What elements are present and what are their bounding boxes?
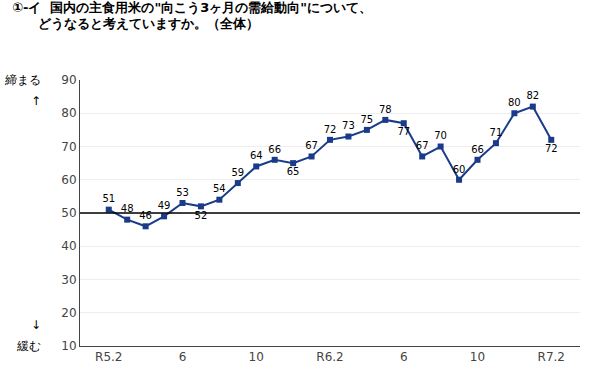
svg-text:65: 65	[287, 166, 300, 177]
svg-text:75: 75	[361, 114, 374, 125]
svg-text:73: 73	[342, 120, 355, 131]
svg-text:52: 52	[195, 210, 208, 221]
svg-text:70: 70	[61, 140, 76, 154]
svg-text:71: 71	[490, 127, 503, 138]
svg-text:60: 60	[453, 164, 466, 175]
svg-text:53: 53	[176, 187, 189, 198]
svg-text:①-イ 国内の主食用米の"向こう3ヶ月の需給動向"について: ①-イ 国内の主食用米の"向こう3ヶ月の需給動向"について、 どうなると考えてい…	[12, 0, 372, 31]
svg-text:48: 48	[121, 203, 134, 214]
svg-text:78: 78	[379, 104, 392, 115]
svg-text:40: 40	[61, 239, 76, 253]
svg-text:80: 80	[508, 97, 521, 108]
svg-text:R7.2: R7.2	[538, 350, 565, 364]
svg-text:6: 6	[179, 350, 187, 364]
svg-text:10: 10	[470, 350, 485, 364]
svg-text:60: 60	[61, 173, 76, 187]
svg-text:80: 80	[61, 106, 76, 120]
svg-text:90: 90	[61, 73, 76, 87]
svg-text:67: 67	[416, 140, 429, 151]
svg-text:66: 66	[268, 144, 281, 155]
svg-text:R5.2: R5.2	[95, 350, 122, 364]
svg-text:67: 67	[305, 140, 318, 151]
svg-text:72: 72	[324, 124, 337, 135]
svg-text:締まる: 締まる	[4, 73, 41, 87]
svg-text:10: 10	[61, 339, 76, 353]
svg-text:77: 77	[397, 126, 410, 137]
svg-text:R6.2: R6.2	[316, 350, 343, 364]
svg-text:50: 50	[61, 206, 76, 220]
svg-text:51: 51	[102, 193, 115, 204]
svg-text:66: 66	[471, 144, 484, 155]
svg-text:46: 46	[139, 210, 152, 221]
svg-text:49: 49	[158, 200, 171, 211]
svg-text:20: 20	[61, 306, 76, 320]
svg-text:10: 10	[249, 350, 264, 364]
svg-text:↓: ↓	[31, 318, 41, 332]
svg-text:70: 70	[434, 130, 447, 141]
svg-text:30: 30	[61, 273, 76, 287]
svg-text:緩む: 緩む	[16, 339, 41, 353]
svg-text:↑: ↑	[31, 94, 41, 108]
svg-text:72: 72	[545, 143, 558, 154]
svg-text:6: 6	[400, 350, 408, 364]
svg-text:64: 64	[250, 150, 263, 161]
svg-text:82: 82	[526, 90, 539, 101]
svg-text:59: 59	[231, 167, 244, 178]
svg-text:54: 54	[213, 183, 226, 194]
